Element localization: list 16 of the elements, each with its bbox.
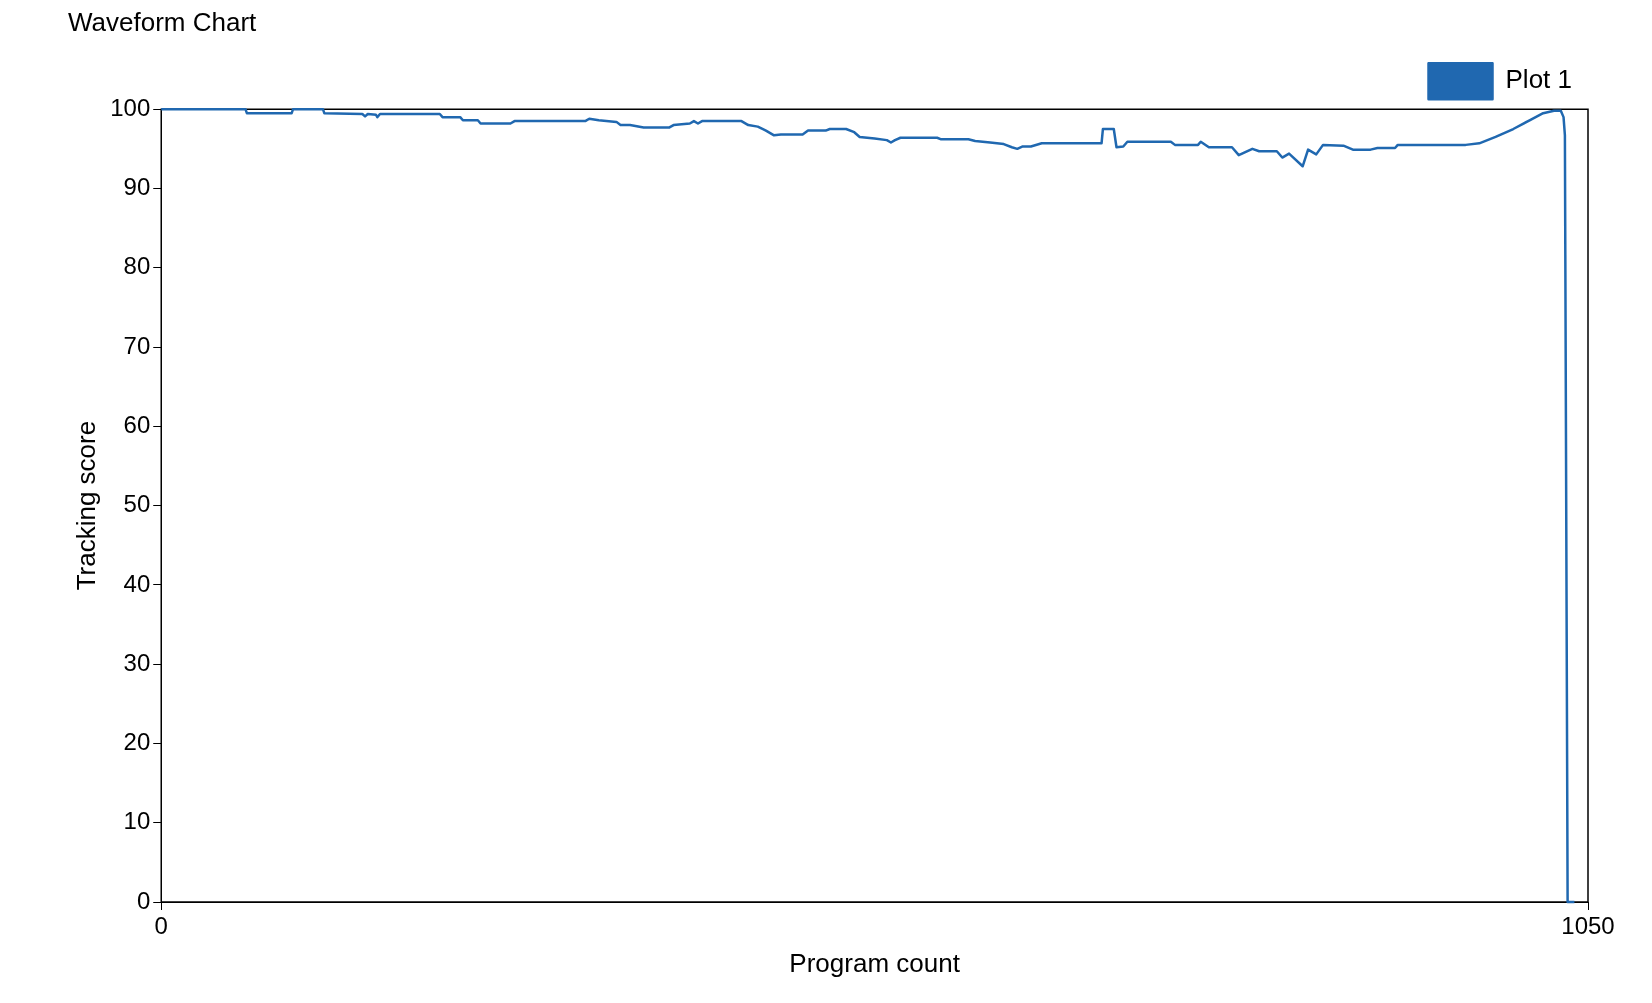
y-tick-label: 40 [123, 569, 151, 597]
y-tick-label: 80 [123, 252, 151, 280]
x-tick-label: 1050 [1561, 912, 1615, 940]
chart-title: Waveform Chart [68, 6, 258, 37]
y-axis-title: Tracking score [70, 420, 101, 591]
y-tick-label: 50 [123, 490, 151, 518]
y-tick-label: 30 [123, 648, 151, 676]
y-tick-label: 60 [123, 410, 151, 438]
y-tick-label: 90 [123, 173, 151, 201]
y-tick-label: 10 [123, 807, 151, 835]
legend-label: Plot 1 [1505, 64, 1573, 95]
x-axis-title: Program count [789, 947, 961, 978]
y-tick-label: 20 [123, 728, 151, 756]
y-tick-label: 0 [136, 886, 151, 914]
y-tick-label: 70 [123, 331, 151, 359]
y-tick-label: 100 [110, 93, 151, 121]
